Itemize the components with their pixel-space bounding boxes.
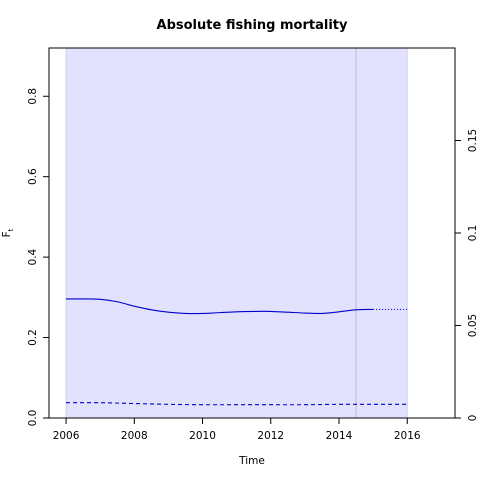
x-axis: 2006 2008 2010 2012 2014 2016 [53,417,421,442]
y-right-tick-label: 0 [467,415,479,422]
y-right-tick-label: 0.1 [467,225,479,242]
y-tick-label: 0.4 [27,248,39,265]
x-tick-label: 2014 [326,430,353,442]
x-tick-label: 2008 [121,430,148,442]
x-tick-label: 2010 [189,430,216,442]
y-tick-label: 0.6 [27,168,39,185]
x-tick-label: 2012 [257,430,284,442]
y-axis: 0.0 0.2 0.4 0.6 0.8 [27,88,49,426]
x-tick-label: 2006 [53,430,80,442]
series-line-dashed-2 [66,402,408,406]
series-line-solid-0 [66,298,374,315]
shaded-band [65,47,408,419]
y-right-tick-label: 0.05 [467,314,479,337]
y-right-tick-label: 0.15 [467,129,479,152]
y-tick-label: 0.8 [27,88,39,105]
y-tick-label: 0.2 [27,329,39,346]
x-axis-label: Time [238,455,265,467]
y-axis-label-main: F [1,231,13,237]
y-axis-label-subscript: t [7,228,15,231]
y-tick-label: 0.0 [27,410,39,427]
y-axis-label-group: Ft [1,228,15,237]
chart-title: Absolute fishing mortality [157,18,348,33]
plot-area [65,47,408,419]
y-axis-label: Ft [1,228,15,237]
y-axis-right: 0 0.05 0.1 0.15 [455,129,479,422]
x-tick-label: 2016 [394,430,421,442]
